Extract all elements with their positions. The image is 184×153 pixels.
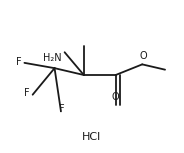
Text: H₂N: H₂N (43, 53, 62, 63)
Text: O: O (139, 51, 147, 61)
Text: HCl: HCl (82, 132, 102, 142)
Text: F: F (24, 88, 30, 99)
Text: F: F (16, 57, 22, 67)
Text: F: F (59, 104, 65, 114)
Text: O: O (112, 91, 120, 102)
